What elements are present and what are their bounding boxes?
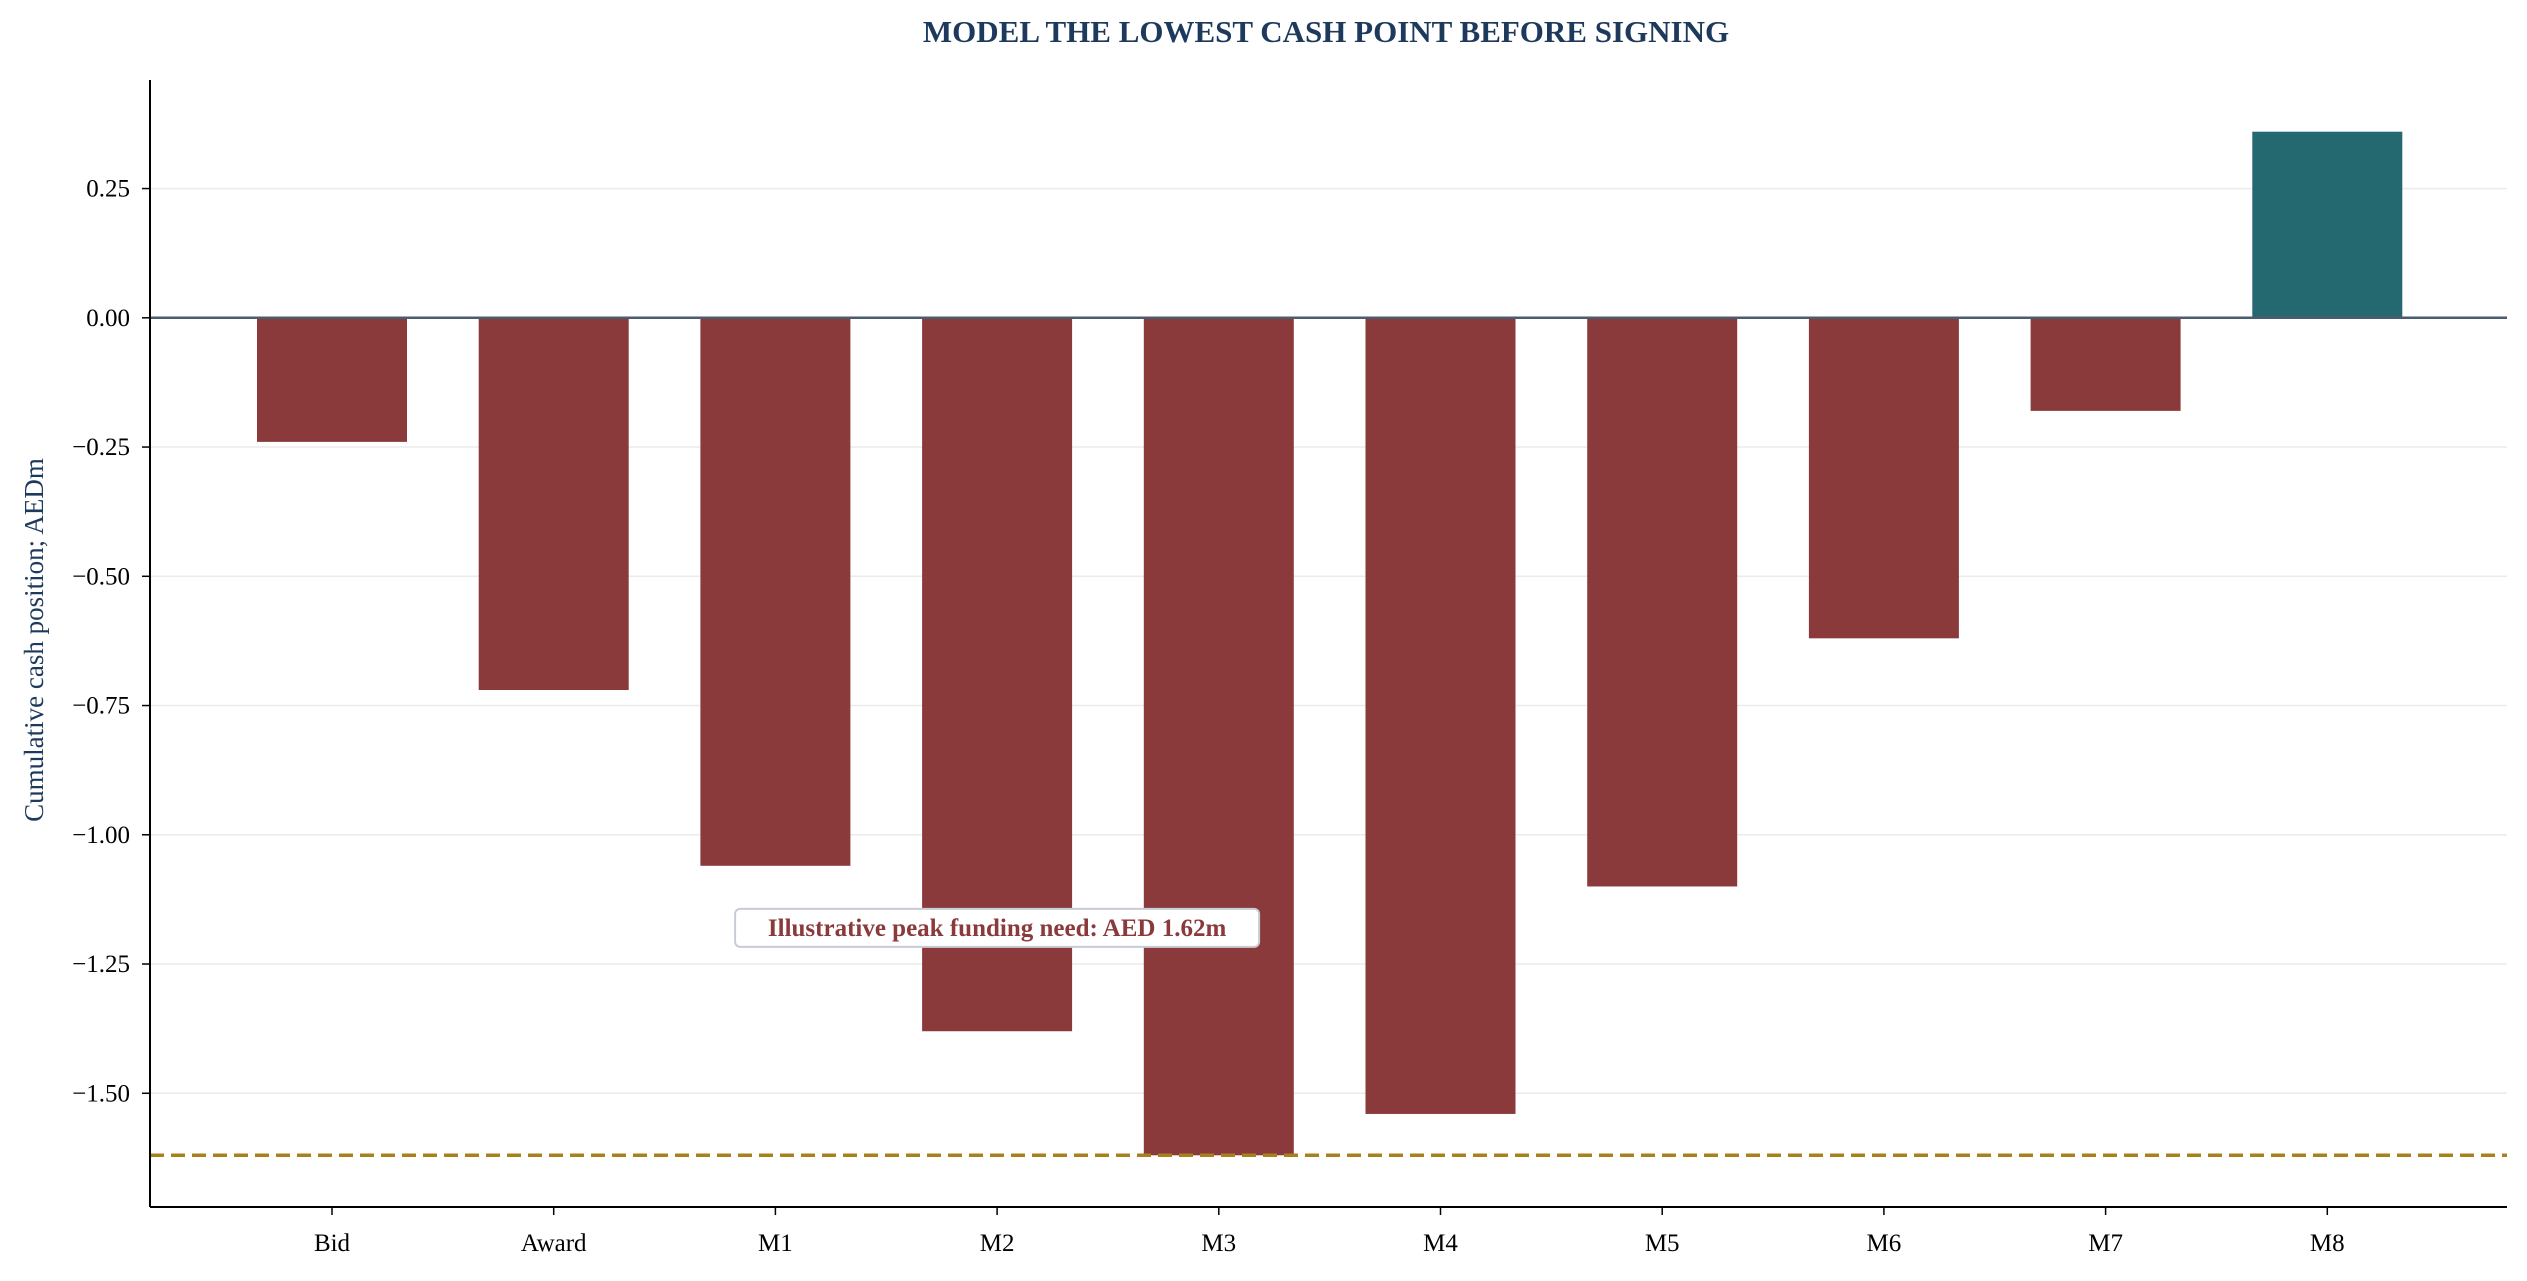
chart-title: MODEL THE LOWEST CASH POINT BEFORE SIGNI… (923, 14, 1729, 49)
y-tick-label: −1.50 (72, 1080, 130, 1107)
bar-m5 (1587, 317, 1738, 887)
annotation-box (734, 907, 1261, 948)
y-tick-label: −1.25 (72, 951, 130, 978)
bar-m3 (1143, 317, 1294, 1156)
axes (149, 80, 2507, 1208)
annotation-label: Illustrative peak funding need: AED 1.62… (768, 915, 1227, 942)
bars (257, 131, 2403, 1156)
bar-m4 (1365, 317, 1516, 1114)
y-tick-label: −0.50 (72, 563, 130, 590)
x-tick-label: M8 (2310, 1230, 2345, 1257)
bar-m1 (700, 317, 851, 866)
bar-award (478, 317, 629, 691)
x-tick-label: M3 (1201, 1230, 1236, 1257)
annotation: Illustrative peak funding need: AED 1.62… (734, 907, 1261, 948)
y-tick-label: −0.75 (72, 693, 130, 720)
y-axis-ticks: 0.25 0.00 −0.25 −0.50 −0.75 −1.00 −1.25 −1.50 (72, 176, 150, 1107)
x-axis-ticks: Bid Award M1 M2 M3 M4 M5 M6 M7 M8 (314, 1207, 2345, 1257)
x-tick-label: M1 (758, 1230, 793, 1257)
x-tick-label: M6 (1867, 1230, 1902, 1257)
bar-m7 (2030, 317, 2181, 411)
bar-m8 (2252, 131, 2403, 318)
bar-m6 (1808, 317, 1959, 639)
x-tick-label: M4 (1423, 1230, 1458, 1257)
x-tick-label: M7 (2088, 1230, 2123, 1257)
reference-lines (150, 316, 2507, 1158)
x-tick-label: Bid (314, 1230, 351, 1257)
y-tick-label: 0.00 (86, 305, 130, 332)
y-tick-label: −1.00 (72, 822, 130, 849)
y-axis-label: Cumulative cash position; AEDm (19, 458, 49, 822)
x-tick-label: M5 (1645, 1230, 1680, 1257)
y-tick-label: −0.25 (72, 434, 130, 461)
x-tick-label: M2 (980, 1230, 1015, 1257)
y-tick-label: 0.25 (86, 176, 130, 203)
bar-bid (257, 317, 407, 442)
x-tick-label: Award (521, 1230, 587, 1257)
